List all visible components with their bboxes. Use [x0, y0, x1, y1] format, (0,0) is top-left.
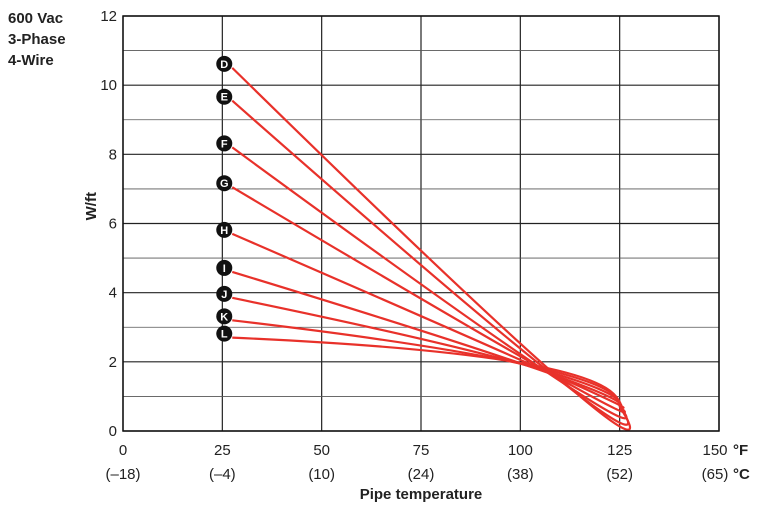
x-tick-label-c: (10): [308, 466, 335, 483]
series-marker-label: I: [223, 263, 226, 275]
y-tick-label: 4: [109, 285, 117, 302]
x-tick-label-c: (24): [408, 466, 435, 483]
x-tick-label-f: 100: [508, 442, 533, 459]
x-tick-label-c: (–4): [209, 466, 236, 483]
series-line-l: [232, 336, 621, 407]
series-line-j: [232, 296, 622, 408]
series-marker-d: [216, 55, 233, 72]
y-tick-label: 10: [100, 77, 117, 94]
x-unit-celsius: °C: [733, 466, 750, 483]
x-tick-label-f: 0: [119, 442, 127, 459]
series-marker-g: [216, 175, 233, 192]
series-marker-j: [216, 285, 233, 302]
series-marker-k: [216, 308, 233, 325]
x-tick-label-c: (65): [702, 466, 729, 483]
series-marker-l: [216, 325, 233, 342]
series-marker-label: K: [220, 311, 228, 323]
series-marker-e: [216, 88, 233, 105]
series-marker-label: F: [221, 138, 228, 150]
series-marker-f: [216, 135, 233, 152]
x-axis-label: Pipe temperature: [360, 486, 483, 503]
x-tick-label-f: 150: [702, 442, 727, 459]
x-tick-label-c: (–18): [105, 466, 140, 483]
x-tick-label-c: (38): [507, 466, 534, 483]
y-tick-label: 0: [109, 423, 117, 440]
y-tick-label: 8: [109, 146, 117, 163]
series-marker-label: G: [220, 178, 229, 190]
series-marker-label: J: [221, 289, 227, 301]
plot-frame: [122, 15, 720, 432]
voltage-label: 600 Vac: [8, 10, 64, 27]
series-marker-label: L: [221, 329, 228, 341]
series-markers: D E F G H I JKL: [216, 55, 233, 342]
series-lines: [231, 67, 632, 431]
wire-label: 4-Wire: [8, 52, 54, 69]
series-marker-h: [216, 221, 233, 238]
series-marker-label: D: [220, 59, 228, 71]
phase-label: 3-Phase: [8, 31, 66, 48]
y-axis-ticks: 0 2 4 6 8 10 12: [100, 8, 117, 440]
x-tick-label-f: 25: [214, 442, 231, 459]
y-tick-label: 2: [109, 354, 117, 371]
y-tick-label: 12: [100, 8, 117, 25]
series-marker-label: E: [221, 92, 228, 104]
x-tick-label-f: 50: [313, 442, 330, 459]
y-tick-label: 6: [109, 216, 117, 233]
series-marker-i: [216, 259, 233, 276]
x-axis-ticks: 0 (–18) 25 (–4) 50 (10) 75 (24) 100 (38) 125 (52) 15…: [105, 442, 728, 483]
x-tick-label-f: 75: [413, 442, 430, 459]
x-tick-label-f: 125: [607, 442, 632, 459]
x-unit-fahrenheit: °F: [733, 442, 748, 459]
y-axis-label: W/ft: [83, 192, 100, 220]
x-tick-label-c: (52): [606, 466, 633, 483]
grid-lines: [122, 15, 720, 432]
series-marker-label: H: [220, 225, 228, 237]
